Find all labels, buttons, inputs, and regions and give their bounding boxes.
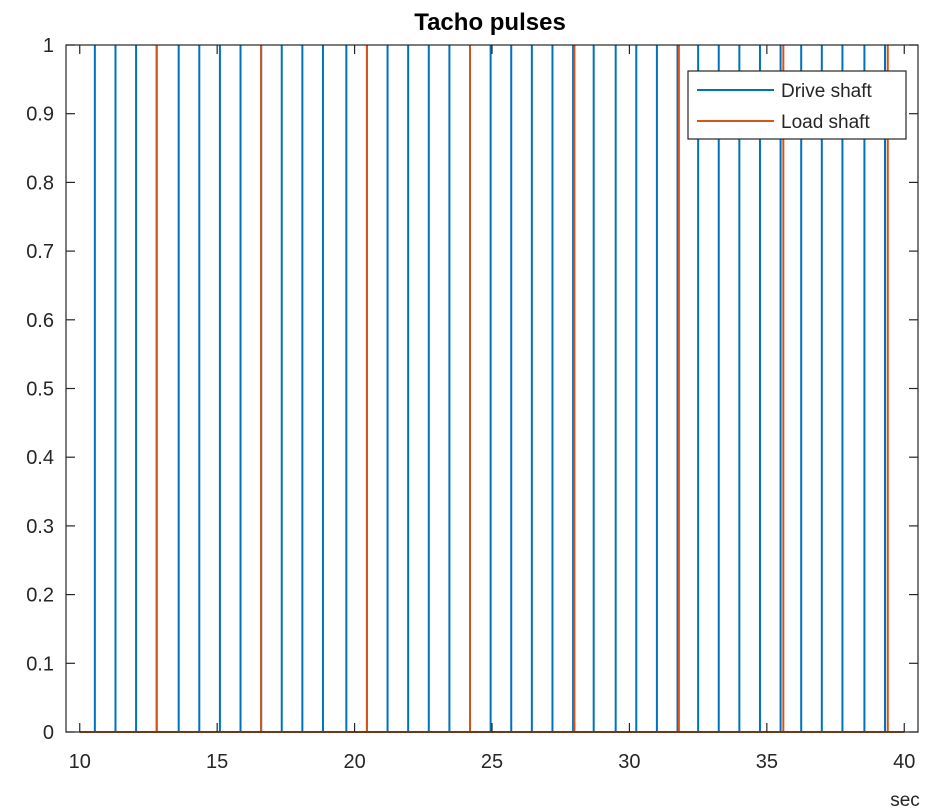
x-tick-label-3: 25 [481, 751, 503, 773]
legend-label-1: Load shaft [781, 112, 870, 133]
y-tick-label-10: 1 [43, 35, 54, 57]
x-tick-label-0: 10 [69, 751, 91, 773]
legend-label-0: Drive shaft [781, 81, 873, 102]
legend-box [687, 70, 907, 140]
y-tick-label-7: 0.7 [26, 241, 54, 263]
x-tick-label-1: 15 [206, 751, 228, 773]
x-tick-label-4: 30 [618, 751, 640, 773]
y-tick-label-1: 0.1 [26, 653, 54, 675]
y-tick-label-2: 0.2 [26, 585, 54, 607]
y-tick-label-3: 0.3 [26, 516, 54, 538]
x-tick-label-2: 20 [343, 751, 365, 773]
y-tick-label-4: 0.4 [26, 447, 54, 469]
y-tick-label-0: 0 [43, 722, 54, 744]
y-tick-label-8: 0.8 [26, 172, 54, 194]
x-tick-label-6: 40 [893, 751, 915, 773]
x-tick-label-5: 35 [756, 751, 778, 773]
y-tick-label-9: 0.9 [26, 104, 54, 126]
y-tick-label-6: 0.6 [26, 310, 54, 332]
y-tick-label-5: 0.5 [26, 379, 54, 401]
x-axis-label: sec [890, 790, 920, 811]
chart-title: Tacho pulses [414, 9, 566, 36]
plot-area: 10 15 20 25 30 35 40 0 0.1 0.2 0.3 0.4 0.5 0.6 0.7 0.8 0… [26, 35, 919, 773]
